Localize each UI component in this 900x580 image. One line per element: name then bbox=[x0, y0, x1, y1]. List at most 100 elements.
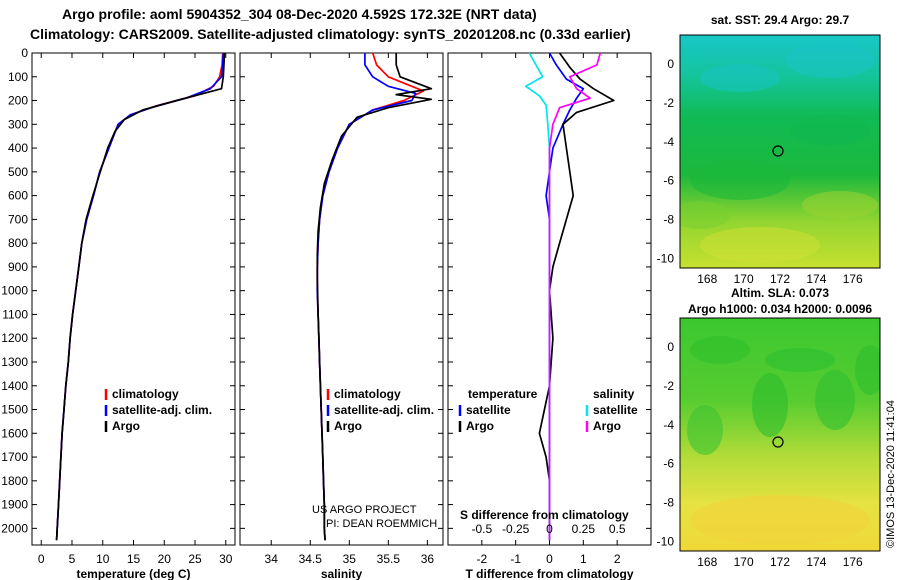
depth-tick-label: 0 bbox=[21, 46, 28, 60]
sst-map-ytick-label: 0 bbox=[667, 57, 674, 71]
sla-map-ytick-label: -4 bbox=[663, 418, 674, 432]
sla-map-title: Altim. SLA: 0.073 bbox=[731, 286, 829, 300]
difference-salinity-legend-label: satellite bbox=[593, 403, 638, 417]
sla-map-xtick-label: 176 bbox=[843, 555, 863, 569]
temperature-xlabel: temperature (deg C) bbox=[76, 567, 190, 580]
temperature-xtick-label: 0 bbox=[38, 552, 45, 566]
sst-map-ytick-label: -2 bbox=[663, 96, 674, 110]
sla-map-xtick-label: 170 bbox=[734, 555, 754, 569]
temperature-xtick-label: 5 bbox=[69, 552, 76, 566]
sst-map-ytick-label: -6 bbox=[663, 174, 674, 188]
sla-map-texture bbox=[687, 336, 880, 545]
sst-map-title: sat. SST: 29.4 Argo: 29.7 bbox=[711, 13, 850, 27]
temperature-series-climatology bbox=[55, 52, 224, 541]
depth-tick-label: 800 bbox=[8, 236, 28, 250]
difference-legend-temperature-title: temperature bbox=[468, 387, 538, 401]
sla-map-xtick-label: 174 bbox=[806, 555, 826, 569]
salinity-xtick-label: 34 bbox=[265, 552, 279, 566]
salinity-legend-label: satellite-adj. clim. bbox=[334, 403, 434, 417]
depth-tick-label: 300 bbox=[8, 117, 28, 131]
difference-s-tick-label: 0.5 bbox=[609, 522, 626, 536]
difference-xlabel: T difference from climatology bbox=[465, 567, 633, 580]
salinity-legend-label: climatology bbox=[334, 387, 401, 401]
salinity-series-climatology bbox=[316, 52, 425, 541]
difference-s-tick-label: 0.25 bbox=[572, 522, 596, 536]
sla-map-xtick-label: 172 bbox=[770, 555, 790, 569]
sla-map-ytick-label: -10 bbox=[657, 534, 675, 548]
depth-tick-label: 400 bbox=[8, 141, 28, 155]
sla-map-ytick-label: 0 bbox=[667, 340, 674, 354]
difference-xtick-label: 1 bbox=[580, 552, 587, 566]
difference-temperature-legend-label: Argo bbox=[466, 419, 494, 433]
depth-tick-label: 700 bbox=[8, 212, 28, 226]
temperature-xtick-label: 25 bbox=[188, 552, 202, 566]
sst-map-float-marker bbox=[772, 145, 784, 157]
depth-tick-label: 1900 bbox=[1, 498, 28, 512]
depth-tick-label: 1300 bbox=[1, 355, 28, 369]
sla-map-ytick-label: -8 bbox=[663, 495, 674, 509]
difference-salinity-legend-label: Argo bbox=[593, 419, 621, 433]
salinity-xtick-label: 35.5 bbox=[377, 552, 401, 566]
credit-project: US ARGO PROJECT bbox=[312, 504, 417, 516]
depth-tick-label: 500 bbox=[8, 165, 28, 179]
sst-map-xtick-label: 172 bbox=[770, 272, 790, 286]
sst-map-ytick-label: -4 bbox=[663, 135, 674, 149]
temperature-legend-label: satellite-adj. clim. bbox=[112, 403, 212, 417]
header-line-2: Climatology: CARS2009. Satellite-adjuste… bbox=[30, 26, 631, 42]
difference-xtick-label: -1 bbox=[510, 552, 521, 566]
difference-s-tick-label: -0.5 bbox=[471, 522, 492, 536]
depth-tick-label: 1500 bbox=[1, 403, 28, 417]
salinity-xtick-label: 36 bbox=[421, 552, 435, 566]
difference-series-salinity-argo bbox=[548, 52, 602, 541]
salinity-series-argo bbox=[316, 53, 433, 541]
depth-tick-label: 200 bbox=[8, 94, 28, 108]
depth-tick-label: 1600 bbox=[1, 426, 28, 440]
temperature-xtick-label: 10 bbox=[96, 552, 110, 566]
depth-tick-label: 1700 bbox=[1, 450, 28, 464]
sst-map-xtick-label: 174 bbox=[806, 272, 826, 286]
difference-s-tick-label: 0 bbox=[546, 522, 553, 536]
sla-map-float-marker bbox=[772, 436, 784, 448]
sst-map-frame bbox=[679, 34, 881, 269]
sla-map-frame bbox=[679, 317, 881, 552]
depth-tick-label: 1400 bbox=[1, 379, 28, 393]
depth-tick-label: 2000 bbox=[1, 521, 28, 535]
salinity-series-satellite-adj-clim- bbox=[316, 53, 417, 541]
sst-map-xtick-label: 168 bbox=[697, 272, 717, 286]
difference-series-temperature-argo bbox=[538, 52, 615, 541]
depth-tick-label: 1200 bbox=[1, 331, 28, 345]
sla-map-ytick-label: -6 bbox=[663, 457, 674, 471]
difference-series-temperature-satellite bbox=[545, 52, 585, 541]
credit-block: US ARGO PROJECT PI: DEAN ROEMMICH bbox=[312, 504, 437, 530]
credit-pi: PI: DEAN ROEMMICH bbox=[326, 518, 437, 530]
difference-series-salinity-satellite bbox=[524, 52, 551, 541]
map-panels bbox=[679, 34, 881, 552]
sst-map-ytick-label: -8 bbox=[663, 212, 674, 226]
difference-temperature-legend-label: satellite bbox=[466, 403, 511, 417]
temperature-xtick-label: 15 bbox=[127, 552, 141, 566]
salinity-plot-frame bbox=[239, 52, 444, 546]
sst-map-xtick-label: 170 bbox=[734, 272, 754, 286]
temperature-xtick-label: 30 bbox=[219, 552, 233, 566]
temperature-xtick-label: 20 bbox=[158, 552, 172, 566]
profile-panels: 0100200300400500600700800900100011001200… bbox=[1, 13, 872, 580]
salinity-xlabel: salinity bbox=[321, 567, 363, 580]
temperature-series-satellite-adj-clim- bbox=[55, 52, 225, 541]
temperature-series-argo bbox=[55, 52, 226, 541]
difference-xtick-label: -2 bbox=[476, 552, 487, 566]
temperature-legend-label: climatology bbox=[112, 387, 179, 401]
depth-tick-label: 600 bbox=[8, 189, 28, 203]
difference-xtick-label: 2 bbox=[614, 552, 621, 566]
sst-map-texture bbox=[680, 42, 878, 263]
difference-xtick-label: 0 bbox=[546, 552, 553, 566]
depth-tick-label: 100 bbox=[8, 70, 28, 84]
header-line-1: Argo profile: aoml 5904352_304 08-Dec-20… bbox=[62, 6, 537, 22]
difference-s-xlabel: S difference from climatology bbox=[460, 508, 629, 522]
imos-credit: ©IMOS 13-Dec-2020 11:41:04 bbox=[885, 400, 897, 548]
sla-map-xtick-label: 168 bbox=[697, 555, 717, 569]
salinity-xtick-label: 34.5 bbox=[299, 552, 323, 566]
difference-s-tick-label: -0.25 bbox=[502, 522, 530, 536]
sla-map-subtitle: Argo h1000: 0.034 h2000: 0.0096 bbox=[688, 302, 872, 316]
depth-tick-label: 1000 bbox=[1, 284, 28, 298]
